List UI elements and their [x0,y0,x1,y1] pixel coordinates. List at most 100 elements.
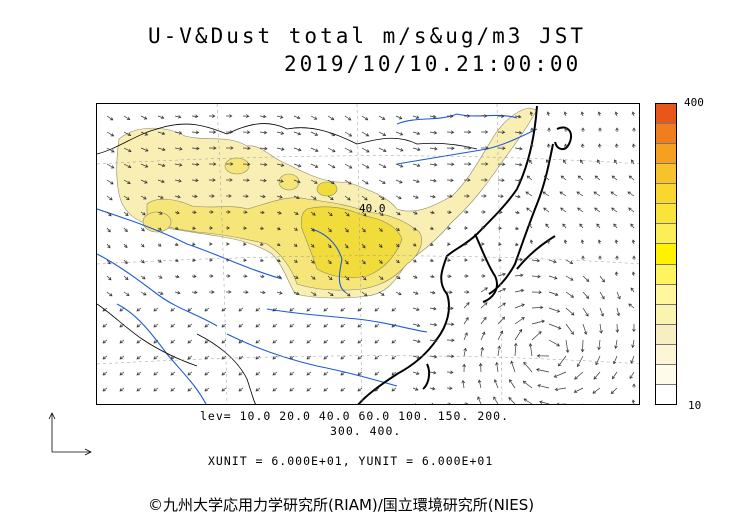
wind-vector-head [415,291,419,295]
wind-vector-head [396,259,400,264]
wind-vector [174,115,181,118]
wind-vector-head [536,354,541,358]
wind-vector-head [597,239,602,243]
wind-vector-head [170,324,174,328]
wind-vector-head [528,343,533,347]
wind-vector-head [396,243,400,248]
wind-vector-head [432,194,436,199]
wind-vector-head [553,276,558,280]
coastline-mainland [357,105,538,404]
wind-vector-head [196,146,200,151]
wind-vector [327,291,334,296]
wind-vector [412,355,420,359]
wind-vector-head [448,402,451,404]
wind-vector-head [297,179,301,184]
wind-vector-head [547,127,551,131]
river [266,308,428,333]
wind-vector-head [330,116,335,121]
wind-vector-head [481,242,485,246]
wind-vector-head [230,146,234,150]
wind-vector-head [617,295,621,300]
wind-vector-head [330,196,334,201]
wind-vector-head [480,346,484,351]
wind-vector-head [556,309,561,313]
wind-vector-head [238,388,242,392]
wind-vector [276,115,283,118]
wind-vector [170,387,176,392]
wind-vector [204,339,210,344]
wind-vector [554,371,567,378]
wind-vector-head [357,356,361,360]
wind-vector-head [556,402,560,404]
wind-vector-head [323,356,327,360]
wind-vector-head [580,159,584,163]
wind-vector [238,307,244,312]
wind-vector-head [102,308,106,312]
wind-vector [221,323,227,328]
wind-vector-head [142,276,146,280]
wind-vector [293,163,301,167]
wind-vector-head [153,372,157,376]
wind-vector-head [485,162,489,166]
wind-vector-head [546,239,551,243]
wind-vector-head [176,274,180,279]
wind-vector [106,275,112,281]
wind-vector-head [448,274,452,279]
dust-plume [116,107,538,299]
wind-vector [539,401,550,404]
wind-vector-head [583,331,588,335]
wind-vector-head [614,111,619,115]
wind-vector-head [546,159,550,163]
wind-vector-head [520,273,524,278]
contour-levels-line1: lev= 10.0 20.0 40.0 60.0 100. 150. 200. [200,409,510,423]
wind-vector-head [280,163,285,167]
wind-vector [123,259,128,264]
wind-vector [102,387,108,392]
wind-vector-head [433,322,438,327]
wind-vector-head [630,287,634,291]
wind-vector [204,371,210,376]
river [97,253,218,327]
wind-vector [140,275,146,280]
wind-vector-head [109,117,114,121]
wind-vector-head [136,372,140,376]
wind-vector-head [563,143,568,147]
wind-vector-head [571,312,575,316]
wind-vector-head [449,290,453,295]
wind-vector-head [563,111,568,115]
wind-vector [221,387,227,392]
wind-vector-head [221,372,225,376]
wind-vector-head [221,340,225,344]
wind-vector-head [323,388,327,392]
wind-vector-head [141,227,145,232]
wind-vector [528,223,533,229]
wind-vector-head [329,212,333,217]
wind-vector-head [289,324,293,328]
wind-vector [593,371,601,380]
wind-vector [374,355,380,360]
wind-vector-head [560,175,565,179]
wind-vector [429,339,438,342]
wind-vector [157,131,165,135]
wind-vector-head [312,212,316,216]
wind-vector-head [518,178,522,183]
wind-vector-head [465,210,469,214]
wind-vector-head [391,372,395,376]
wind-vector-head [413,259,417,263]
wind-vector-head [382,164,387,169]
wind-vector-head [483,194,487,198]
wind-vector [106,259,111,265]
wind-vector [136,371,142,376]
wind-vector [531,275,541,278]
wind-vector-head [175,242,179,247]
wind-vector [514,274,523,277]
colorbar-swatch [656,324,676,345]
wind-vector [378,403,379,404]
wind-vector-head [611,207,615,211]
wind-vector-head [273,404,276,405]
wind-vector [582,307,589,317]
wind-vector [310,275,316,280]
wind-vector-head [616,312,621,317]
wind-vector-head [109,293,113,297]
wind-vector [598,111,601,117]
